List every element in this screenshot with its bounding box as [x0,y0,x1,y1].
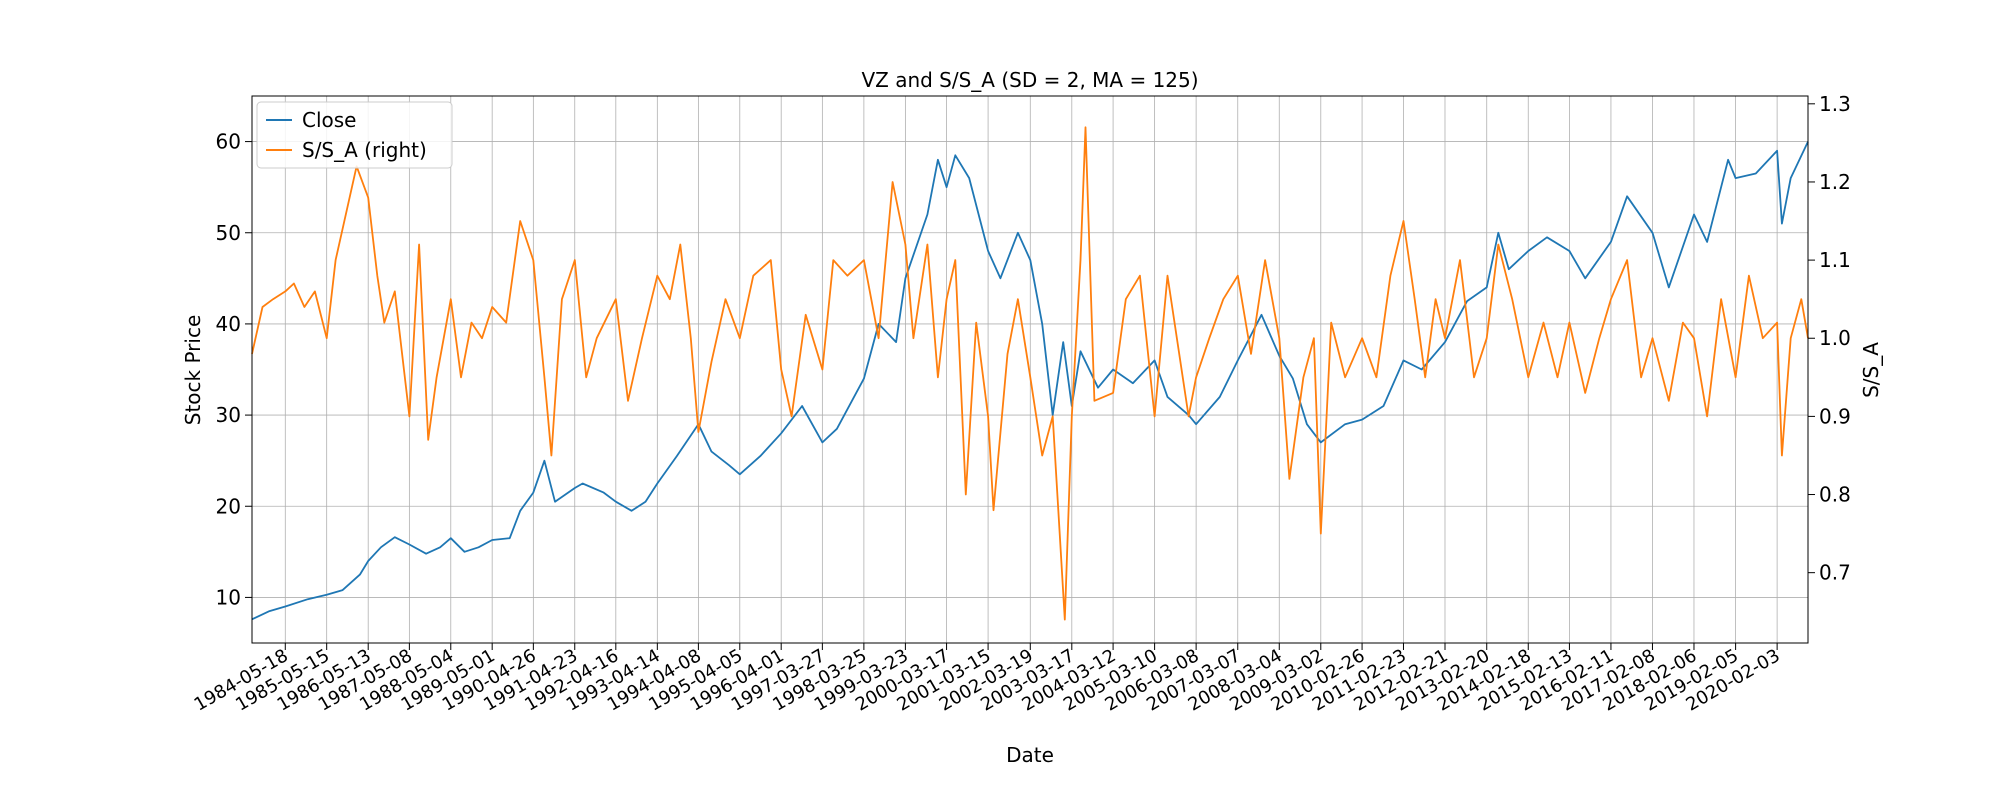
legend: Close S/S_A (right) [256,101,453,169]
y-left-tick-label: 20 [216,494,241,518]
y-right-tick-label: 1.1 [1819,248,1851,272]
legend-label: S/S_A (right) [302,138,427,162]
legend-box [256,101,453,169]
y-left-tick-label: 10 [216,585,241,609]
chart-title: VZ and S/S_A (SD = 2, MA = 125) [861,68,1198,92]
y-axis-label-left: Stock Price [181,315,205,426]
y-right-tick-label: 0.9 [1819,404,1851,428]
y-left-tick-label: 40 [216,312,241,336]
x-axis-label: Date [1006,743,1054,767]
series-layer [251,126,1809,621]
series-line-ss-a [251,126,1809,621]
grid-layer [252,96,1808,643]
y-axis-label-right: S/S_A [1859,342,1883,398]
y-right-tick-label: 0.8 [1819,483,1851,507]
y-right-tick-label: 1.0 [1819,326,1851,350]
axes-layer: 1984-05-181985-05-151986-05-131987-05-08… [191,92,1851,716]
y-right-tick-label: 1.2 [1819,170,1851,194]
plot-frame [251,95,1809,644]
y-right-tick-label: 1.3 [1819,92,1851,116]
y-left-tick-label: 60 [216,130,241,154]
y-left-tick-label: 50 [216,221,241,245]
y-right-tick-label: 0.7 [1819,561,1851,585]
series-line-close [251,141,1809,621]
legend-label: Close [302,108,356,132]
y-left-tick-label: 30 [216,403,241,427]
